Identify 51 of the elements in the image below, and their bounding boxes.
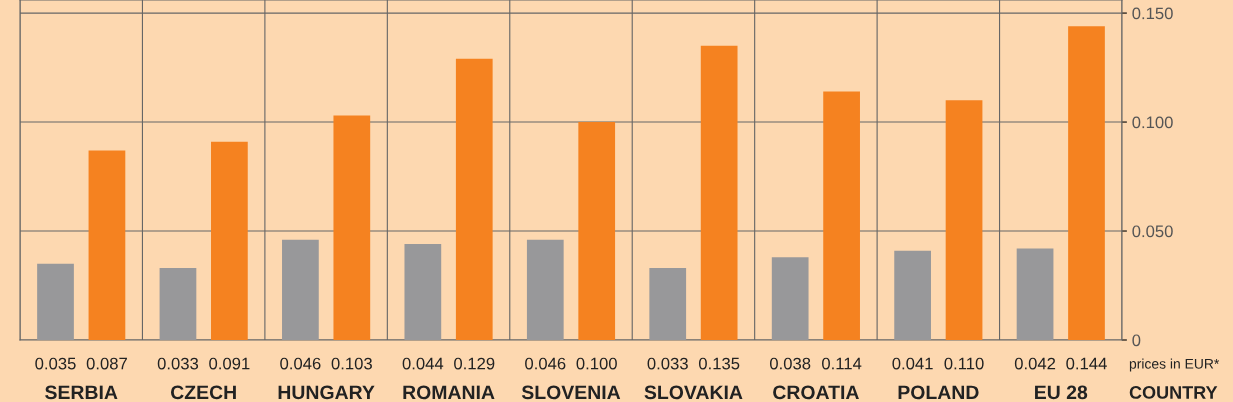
y-tick-label: 0.150 — [1132, 7, 1173, 20]
x-tick-label: EU 28 — [1035, 385, 1088, 400]
x-tick-label: CZECH — [170, 385, 236, 400]
data-label: 0.046 — [280, 357, 321, 370]
bar — [333, 115, 371, 340]
bar — [159, 268, 197, 340]
bar — [455, 58, 493, 340]
bar — [649, 268, 687, 340]
data-label: 0.110 — [944, 357, 984, 370]
bar — [88, 150, 126, 340]
bar — [700, 45, 738, 340]
data-label: 0.038 — [769, 357, 811, 370]
x-tick-label: SLOVAKIA — [644, 385, 743, 400]
data-label: 0.035 — [35, 357, 76, 370]
bar — [894, 250, 931, 340]
text: prices in EUR* — [1129, 358, 1220, 372]
bar — [771, 257, 809, 340]
data-label: 0.033 — [157, 357, 199, 370]
x-tick-label: ROMANIA — [403, 385, 495, 400]
data-label: 0.087 — [86, 357, 127, 370]
data-label: 0.046 — [525, 357, 566, 370]
data-label: 0.042 — [1014, 357, 1056, 370]
y-tick-label: 0 — [1132, 334, 1141, 347]
bar — [211, 141, 248, 340]
data-label: 0.114 — [822, 357, 862, 370]
bar — [526, 239, 564, 340]
bar — [945, 100, 983, 340]
bar — [37, 263, 74, 340]
data-label: 0.041 — [892, 357, 933, 370]
data-label: 0.091 — [209, 357, 250, 370]
data-label: 0.033 — [647, 357, 688, 370]
y-tick-label: 0.050 — [1132, 225, 1173, 238]
bar — [1068, 26, 1105, 340]
data-label: 0.135 — [698, 357, 740, 370]
x-tick-label: POLAND — [898, 385, 979, 400]
x-tick-label: CROATIA — [773, 385, 859, 400]
x-tick-label: SLOVENIA — [521, 385, 621, 400]
y-tick-label: 0.100 — [1132, 116, 1173, 129]
data-label: 0.100 — [576, 357, 617, 370]
bar — [578, 122, 616, 340]
x-tick-label: SERBIA — [45, 385, 118, 400]
data-label: 0.144 — [1066, 357, 1107, 370]
bar — [282, 239, 319, 340]
x-tick-label: HUNGARY — [278, 385, 375, 400]
bar — [823, 91, 860, 340]
data-label: 0.129 — [454, 357, 495, 370]
data-label: 0.044 — [402, 357, 444, 370]
text: COUNTRY — [1129, 386, 1218, 399]
bar — [1016, 248, 1054, 340]
bar — [404, 244, 442, 340]
data-label: 0.103 — [331, 357, 372, 370]
